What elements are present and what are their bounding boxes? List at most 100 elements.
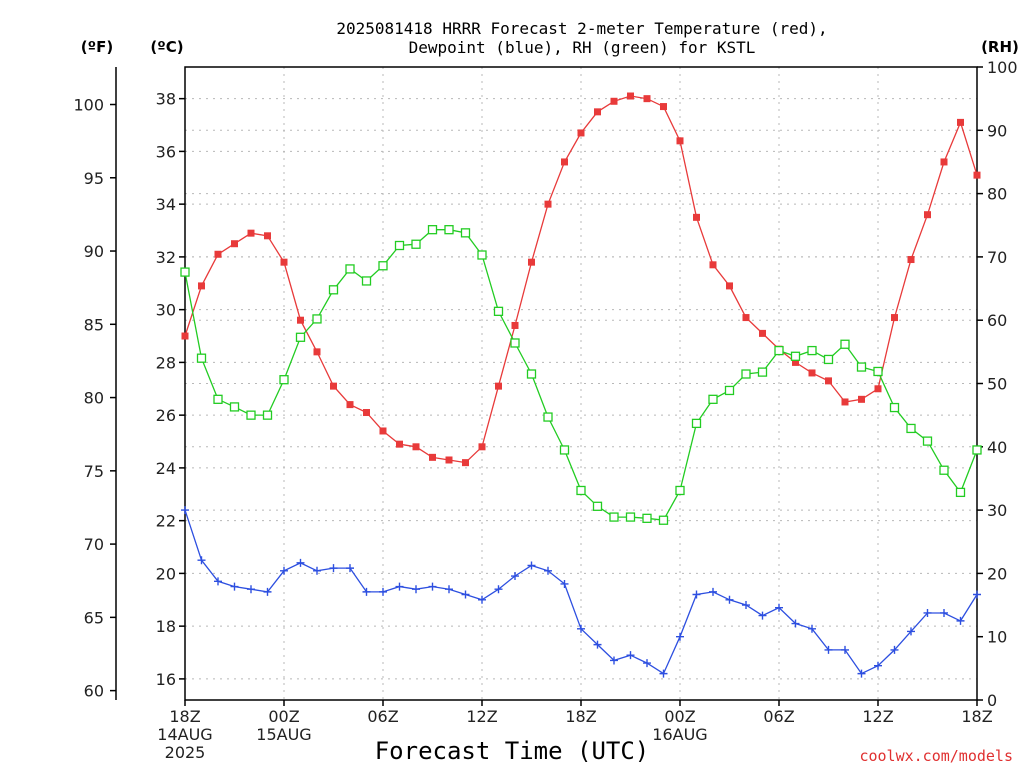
dewpoint-point [428, 582, 437, 591]
temperature-point [973, 171, 981, 179]
rh-point [295, 332, 306, 342]
rh-point [609, 512, 619, 522]
fahrenheit-axis: 60 65 70 75 80 85 90 95 100 [73, 96, 116, 701]
fahrenheit-tick-label: 90 [84, 242, 104, 261]
rh-tick-label: 20 [987, 564, 1007, 583]
dewpoint-point [197, 556, 206, 565]
rh-point [972, 445, 982, 455]
rh-point [708, 394, 718, 404]
dewpoint-point [395, 582, 404, 591]
rh-point [279, 375, 289, 385]
rh-unit-label: (RH) [981, 38, 1019, 56]
temperature-point [198, 282, 205, 290]
dewpoint-point [313, 566, 321, 575]
rh-point [906, 423, 916, 434]
rh-point [394, 240, 405, 251]
rh-point [411, 239, 421, 249]
temperature-point [907, 256, 915, 264]
fahrenheit-tick-label: 75 [84, 462, 104, 481]
time-tick-label: 14AUG [157, 725, 212, 744]
dewpoint-point [478, 595, 486, 604]
fahrenheit-tick-label: 95 [84, 169, 104, 188]
chart-title-line1: 2025081418 HRRR Forecast 2-meter Tempera… [336, 19, 827, 38]
dewpoint-point [890, 645, 899, 654]
time-tick-label: 12Z [466, 707, 497, 726]
celsius-tick-label: 16 [156, 670, 176, 689]
temperature-point [957, 118, 964, 126]
time-tick-label: 2025 [165, 743, 206, 762]
fahrenheit-tick-label: 100 [73, 96, 104, 115]
temperature-point [594, 108, 601, 116]
credit-label: coolwx.com/models [859, 747, 1013, 765]
rh-tick-label: 0 [987, 691, 997, 710]
rh-point [939, 465, 949, 475]
rh-point [229, 402, 240, 412]
celsius-tick-label: 34 [156, 195, 176, 214]
fahrenheit-tick-label: 60 [84, 682, 104, 701]
temperature-point [528, 258, 535, 266]
dewpoint-point [973, 590, 981, 599]
dewpoint-point [214, 577, 222, 586]
rh-point [724, 385, 735, 396]
temperature-point [841, 398, 849, 406]
dewpoint-point [346, 564, 354, 573]
celsius-tick-label: 24 [156, 459, 176, 478]
celsius-axis: 16 18 20 22 24 26 28 30 32 34 36 38 [156, 90, 185, 689]
time-tick-label: 00Z [664, 707, 695, 726]
dewpoint-point [692, 590, 701, 599]
dewpoint-point [263, 587, 272, 596]
rh-point [807, 345, 817, 356]
temperature-point [693, 213, 700, 221]
dewpoint-point [742, 601, 750, 610]
dewpoint-point [923, 608, 932, 617]
rh-tick-label: 10 [987, 628, 1007, 647]
rh-point [823, 354, 834, 365]
fahrenheit-tick-label: 85 [84, 315, 104, 334]
rh-tick-label: 60 [987, 311, 1007, 330]
dewpoint-point [445, 585, 453, 594]
temperature-point [181, 332, 189, 340]
temperature-point [891, 314, 898, 322]
temperature-point [379, 427, 387, 435]
temperature-point [495, 382, 502, 390]
chart-title-line2: Dewpoint (blue), RH (green) for KSTL [409, 38, 756, 57]
rh-point [510, 338, 520, 348]
temperature-point [676, 137, 684, 145]
rh-point [180, 267, 190, 277]
time-tick-label: 00Z [268, 707, 299, 726]
dewpoint-point [230, 582, 239, 591]
fahrenheit-tick-label: 70 [84, 535, 104, 554]
dewpoint-point [593, 640, 602, 649]
temperature-point [627, 92, 634, 100]
rh-point [774, 345, 784, 356]
fahrenheit-tick-label: 80 [84, 389, 104, 408]
rh-point [196, 353, 207, 363]
temperature-point [709, 261, 717, 269]
rh-point [757, 367, 768, 377]
temperature-point [511, 321, 519, 329]
temperature-point [726, 282, 733, 290]
rh-point [576, 485, 586, 496]
rh-point [460, 228, 471, 238]
celsius-tick-label: 36 [156, 142, 176, 161]
celsius-tick-label: 26 [156, 406, 176, 425]
temperature-point [742, 314, 750, 322]
temperature-point [808, 369, 816, 377]
temperature-point [231, 240, 238, 248]
celsius-tick-label: 22 [156, 512, 176, 531]
dewpoint-point [725, 595, 734, 604]
temperature-point [462, 459, 469, 467]
temperature-point [429, 453, 436, 461]
rh-series-line [184, 229, 978, 521]
rh-point [312, 314, 322, 324]
time-tick-label: 18Z [565, 707, 596, 726]
temperature-point [544, 200, 552, 208]
rh-tick-label: 100 [987, 58, 1018, 77]
dewpoint-point [709, 587, 717, 596]
time-tick-label: 18Z [169, 707, 200, 726]
temperature-point [363, 409, 370, 417]
temperature-point [924, 211, 931, 219]
rh-point [642, 513, 652, 523]
